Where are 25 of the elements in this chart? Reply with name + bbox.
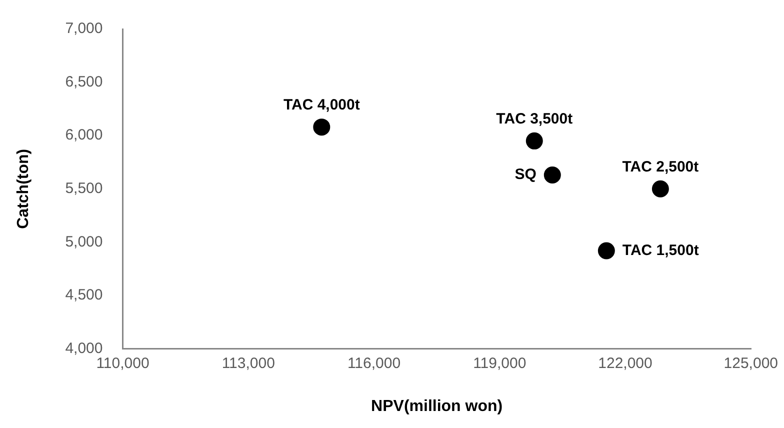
x-tick-label: 110,000	[96, 354, 150, 372]
annotation: TAC 1,500t	[622, 242, 699, 259]
annotation: TAC 4,000t	[283, 96, 360, 114]
x-tick-label: 119,000	[473, 354, 526, 372]
x-tick-label: 125,000	[724, 354, 778, 372]
y-tick-label: 6,000	[65, 126, 103, 144]
point	[526, 132, 543, 150]
y-tick-label: 5,500	[65, 180, 103, 198]
y-tick-label: 4,500	[65, 286, 103, 304]
x-tick-label: 122,000	[598, 354, 652, 372]
annotation: TAC 2,500t	[622, 158, 699, 176]
y-tick-label: 4,000	[65, 340, 103, 357]
x-tick-label: 116,000	[347, 354, 401, 372]
point	[652, 180, 669, 198]
annotation: SQ	[514, 166, 537, 184]
annotation: TAC 3,500t	[496, 110, 573, 128]
point	[544, 166, 561, 184]
x-tick-label: 113,000	[222, 354, 275, 372]
y-tick-label: 7,000	[65, 20, 103, 38]
y-tick-label: 6,500	[65, 73, 103, 90]
point	[598, 242, 615, 260]
x-axis-title: NPV(million won)	[371, 398, 503, 415]
y-tick-label: 5,000	[65, 233, 103, 250]
point	[313, 118, 330, 136]
y-axis-title: Catch(ton)	[15, 148, 32, 229]
